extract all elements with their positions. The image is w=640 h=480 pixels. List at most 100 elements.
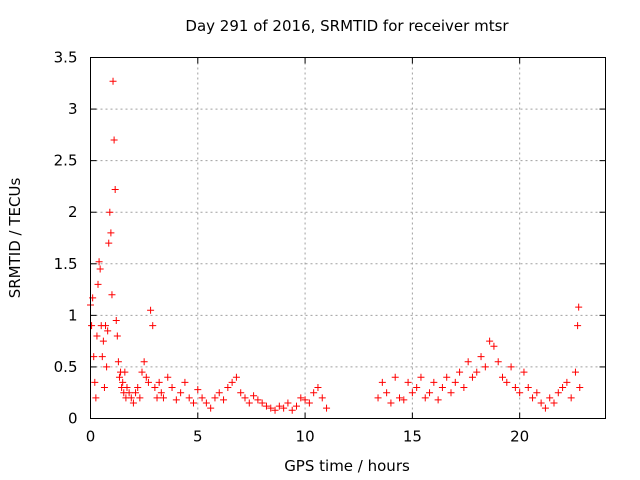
data-point <box>119 378 127 386</box>
data-point <box>202 399 210 407</box>
data-point <box>177 389 185 397</box>
data-point <box>314 384 322 392</box>
data-point <box>417 373 425 381</box>
x-tick-label: 10 <box>296 428 315 446</box>
x-tick-label: 15 <box>403 428 422 446</box>
data-point <box>301 396 309 404</box>
data-point <box>284 399 292 407</box>
data-point <box>438 384 446 392</box>
data-point <box>151 384 159 392</box>
data-point <box>254 396 262 404</box>
data-point <box>220 396 228 404</box>
data-point <box>464 358 472 366</box>
data-point <box>434 396 442 404</box>
data-point <box>310 389 318 397</box>
data-point <box>149 322 157 330</box>
data-point <box>575 303 583 311</box>
data-point <box>92 394 100 402</box>
data-point <box>232 373 240 381</box>
y-tick-labels: 0 0.5 1 1.5 2 2.5 3 3.5 <box>54 49 78 428</box>
y-tick-label: 0.5 <box>54 358 78 376</box>
data-point <box>134 384 142 392</box>
data-point <box>250 392 258 400</box>
data-point <box>159 394 167 402</box>
data-point <box>396 394 403 402</box>
data-point <box>571 368 579 376</box>
data-point <box>110 136 118 144</box>
data-point <box>88 322 96 330</box>
data-point <box>144 378 152 386</box>
data-point <box>136 394 144 402</box>
data-point <box>447 389 455 397</box>
data-point <box>456 368 464 376</box>
data-point <box>554 389 562 397</box>
data-point <box>524 384 532 392</box>
data-point <box>297 394 305 402</box>
data-point <box>391 373 399 381</box>
data-point <box>574 322 582 330</box>
data-point <box>318 394 326 402</box>
data-point <box>111 186 119 194</box>
data-point <box>563 378 571 386</box>
data-point <box>494 358 502 366</box>
data-point <box>181 378 189 386</box>
axis-ticks <box>90 57 606 419</box>
data-point <box>473 368 481 376</box>
data-point <box>98 353 106 361</box>
data-point <box>138 368 146 376</box>
data-point <box>185 394 193 402</box>
data-point <box>541 404 549 412</box>
x-tick-label: 5 <box>193 428 203 446</box>
y-tick-label: 3 <box>68 100 78 118</box>
data-point <box>99 337 107 345</box>
x-tick-label: 0 <box>86 428 96 446</box>
data-point <box>490 342 498 350</box>
data-point <box>305 399 313 407</box>
y-tick-label: 2.5 <box>54 152 78 170</box>
data-point <box>546 394 554 402</box>
data-point <box>387 399 395 407</box>
data-point <box>421 394 429 402</box>
data-point <box>109 77 117 85</box>
data-point <box>140 358 148 366</box>
data-point <box>129 399 137 407</box>
data-point <box>164 373 172 381</box>
data-point <box>106 208 114 216</box>
data-point <box>190 399 197 407</box>
data-point <box>211 394 219 402</box>
data-point <box>533 389 541 397</box>
data-point <box>559 384 567 392</box>
y-tick-label: 1.5 <box>54 255 78 273</box>
y-tick-label: 1 <box>68 306 78 324</box>
data-point <box>520 368 528 376</box>
data-point <box>293 402 300 410</box>
data-point <box>125 389 133 397</box>
x-tick-labels: 0 5 10 15 20 <box>86 428 529 446</box>
data-point <box>430 378 438 386</box>
data-point <box>114 358 122 366</box>
data-point <box>280 404 288 412</box>
data-point <box>262 402 270 410</box>
data-point <box>267 404 275 412</box>
data-point <box>426 389 434 397</box>
data-point <box>107 229 115 237</box>
data-point <box>378 378 386 386</box>
data-point <box>468 373 476 381</box>
data-point <box>157 389 165 397</box>
data-point <box>121 368 129 376</box>
data-point <box>91 378 99 386</box>
data-point <box>288 406 296 414</box>
data-point <box>147 306 155 314</box>
data-point <box>323 404 331 412</box>
data-point <box>237 389 245 397</box>
data-point <box>100 384 108 392</box>
data-point <box>104 327 112 335</box>
data-point <box>215 389 223 397</box>
data-point <box>142 373 150 381</box>
data-point <box>123 384 131 392</box>
data-point <box>374 394 382 402</box>
data-point <box>507 363 515 371</box>
data-point <box>383 389 391 397</box>
data-point <box>550 399 558 407</box>
